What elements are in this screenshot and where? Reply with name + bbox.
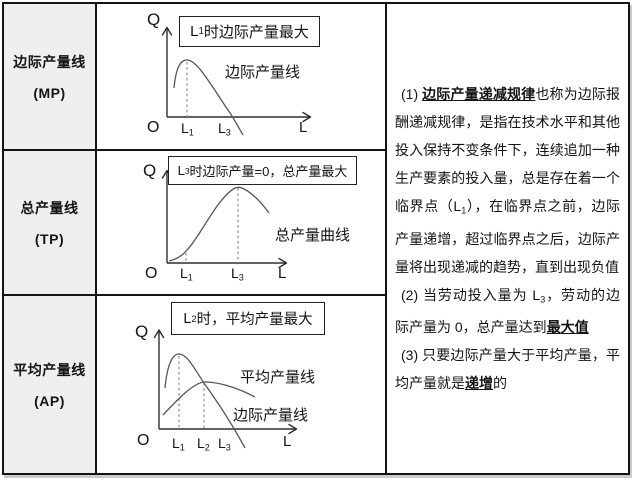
table-grid: 边际产量线 (MP) Q L 1 时边际产量最大 边际产量线 O L1 L3 L: [4, 4, 628, 473]
mp-graph: [161, 26, 312, 136]
y-axis-label: Q: [143, 161, 157, 180]
x-axis-label: L: [278, 265, 287, 282]
x-axis-label: L: [283, 433, 292, 450]
row-title-ap: 平均产量线: [13, 362, 86, 378]
mp-callout-box: L 1 时边际产量最大: [179, 16, 320, 47]
notes-cell: (1) 边际产量递减规律也称为边际报酬递减规律，是指在技术水平和其他投入保持不变…: [387, 4, 628, 473]
origin-label: O: [147, 119, 160, 136]
tp-callout-box: L 3 时边际产量=0，总产量最大: [168, 156, 357, 185]
tp-curve-label: 总产量曲线: [275, 227, 351, 244]
mp-curve-label: 边际产量线: [233, 407, 309, 424]
note-paragraph-3: (3) 只要边际产量大于平均产量，平均产量就是递增的: [395, 347, 620, 392]
tick-l1: L1: [181, 120, 194, 138]
ap-curve: [162, 381, 256, 416]
y-axis-label: Q: [135, 322, 149, 341]
mp-curve: [164, 353, 246, 449]
tick-l1: L1: [180, 265, 193, 283]
x-axis-arrow-icon: [302, 111, 312, 123]
ap-graph-cell: Q L 2 时，平均产量最大 平均产量线 边际产量线 O L1 L2 L3 L: [97, 296, 387, 473]
note-paragraph-2: (2) 当劳动投入量为 L3，劳动的边际产量为 0，总产量达到最大值: [395, 286, 620, 336]
origin-label: O: [145, 265, 158, 282]
tick-l3: L3: [218, 435, 231, 453]
tick-l1: L1: [172, 435, 185, 453]
row-abbr-tp: (TP): [34, 231, 65, 247]
row-header-ap: 平均产量线 (AP): [4, 296, 97, 473]
tick-l3: L3: [218, 120, 231, 138]
row-header-mp: 边际产量线 (MP): [4, 4, 97, 151]
row-title-tp: 总产量线: [20, 200, 79, 216]
row-title-mp: 边际产量线: [13, 54, 86, 70]
x-axis-label: L: [299, 119, 308, 136]
production-curves-table: 边际产量线 (MP) Q L 1 时边际产量最大 边际产量线 O L1 L3 L: [2, 2, 630, 475]
ap-callout-box: L 2 时，平均产量最大: [171, 302, 325, 335]
mp-graph-cell: Q L 1 时边际产量最大 边际产量线 O L1 L3 L: [97, 4, 387, 151]
note-paragraph-1: (1) 边际产量递减规律也称为边际报酬递减规律，是指在技术水平和其他投入保持不变…: [395, 85, 621, 275]
y-axis-arrow-icon: [161, 26, 173, 36]
row-abbr-ap: (AP): [34, 393, 65, 409]
x-axis-arrow-icon: [288, 423, 298, 435]
row-header-tp: 总产量线 (TP): [4, 151, 97, 296]
mp-curve: [173, 59, 244, 136]
mp-curve-label: 边际产量线: [225, 64, 301, 81]
tick-l3: L3: [231, 265, 244, 283]
tp-curve: [168, 186, 270, 262]
y-axis-arrow-icon: [153, 329, 165, 339]
ap-curve-label: 平均产量线: [240, 369, 316, 386]
tp-graph-cell: Q L 3 时边际产量=0，总产量最大 总产量曲线 O L1 L3 L: [97, 151, 387, 296]
origin-label: O: [137, 432, 150, 449]
row-abbr-mp: (MP): [33, 85, 66, 101]
x-axis-arrow-icon: [278, 257, 288, 269]
tp-graph: [161, 169, 288, 269]
notes-text: (1) 边际产量递减规律也称为边际报酬递减规律，是指在技术水平和其他投入保持不变…: [395, 80, 620, 397]
y-axis-label: Q: [147, 10, 161, 29]
tick-l2: L2: [197, 435, 210, 453]
ap-graph: [153, 329, 298, 449]
